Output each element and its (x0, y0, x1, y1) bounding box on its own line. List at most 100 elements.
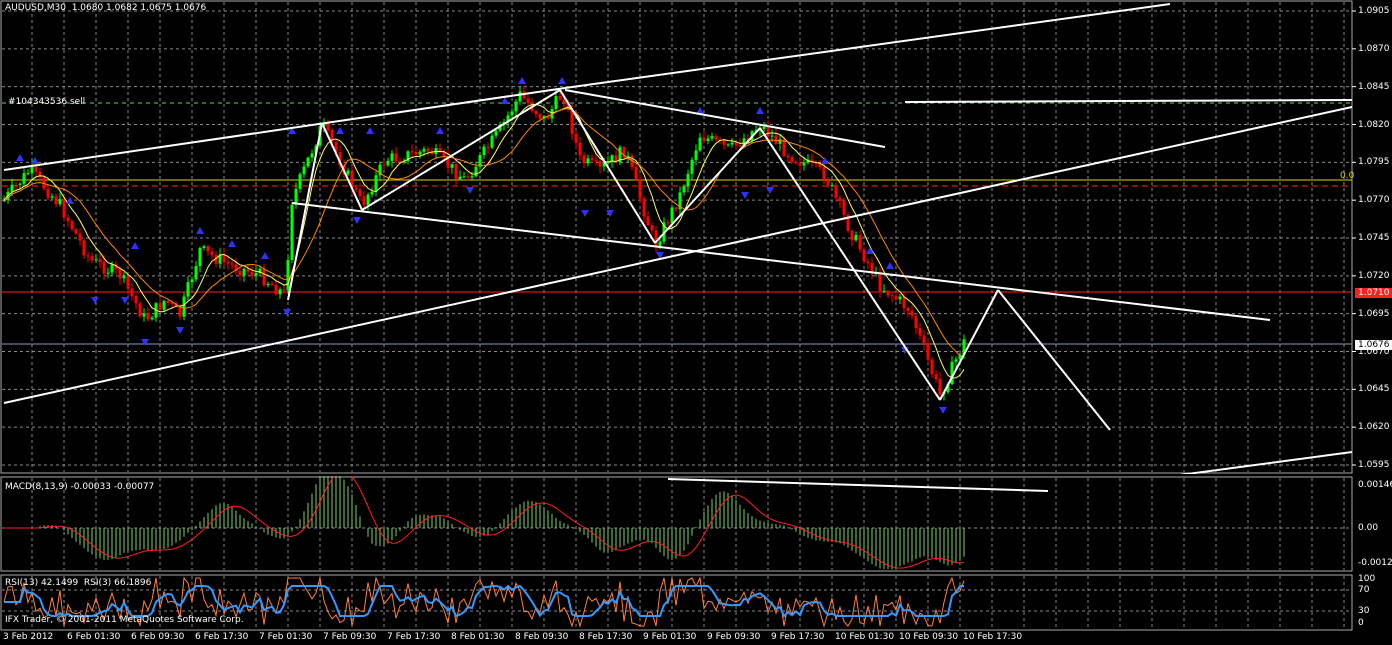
candle-body (718, 139, 722, 141)
price-axis-label: 1.0905 (1358, 6, 1390, 16)
candle-body (346, 170, 350, 175)
price-axis-label: 1.0745 (1358, 233, 1390, 243)
time-axis-label: 10 Feb 17:30 (963, 632, 1023, 642)
candle-body (754, 130, 758, 132)
trend-line (3, 106, 1353, 404)
price-axis-label: 1.0770 (1358, 195, 1390, 206)
candle-body (246, 268, 250, 272)
candle-body (134, 295, 138, 304)
candle-body (210, 251, 214, 256)
candle-body (86, 255, 90, 257)
candle-body (454, 164, 458, 180)
candle-body (238, 271, 242, 276)
price-axis-label: 1.0620 (1358, 422, 1390, 433)
candle-body (802, 162, 806, 166)
trend-line (667, 478, 1049, 492)
macd-signal-line (4, 476, 965, 569)
candle-body (770, 135, 774, 137)
candle-body (186, 282, 190, 297)
candle-body (790, 157, 794, 163)
candle-body (22, 173, 26, 184)
candle-body (682, 186, 686, 193)
trend-line (564, 89, 886, 148)
trend-line (997, 289, 1111, 431)
trend-line (559, 89, 656, 244)
time-axis-label: 9 Feb 01:30 (643, 632, 697, 642)
candle-body (50, 196, 54, 198)
candle-body (722, 140, 726, 145)
fractal-down-icon (939, 407, 947, 414)
rsi-header: RSI(13) 42.1499 RSI(3) 66.1896 (5, 578, 152, 588)
fib-level-label: 0.0 (1340, 171, 1355, 181)
time-axis-label: 6 Feb 01:30 (67, 632, 121, 642)
fractal-up-icon (436, 127, 444, 134)
candle-body (914, 315, 918, 328)
candle-body (130, 288, 134, 296)
candle-body (322, 123, 326, 127)
candle-body (650, 225, 654, 231)
candle-body (810, 159, 814, 163)
candle-body (786, 155, 790, 158)
candle-body (242, 268, 246, 276)
candle-body (578, 142, 582, 156)
candle-body (178, 305, 182, 317)
candle-body (70, 221, 74, 230)
candle-body (26, 173, 30, 175)
current-price-tag: 1.0676 (1355, 340, 1392, 350)
macd-pane[interactable]: MACD(8,13,9) -0.00033 -0.00077 0.00146 0… (0, 476, 1392, 572)
rsi-pane[interactable]: RSI(13) 42.1499 RSI(3) 66.1896 IFX Trade… (0, 574, 1392, 631)
candle-body (954, 359, 958, 362)
fractal-up-icon (228, 240, 236, 247)
candle-body (422, 148, 426, 152)
candle-body (450, 164, 454, 168)
price-axis-label: 1.0820 (1358, 119, 1390, 130)
candle-body (862, 249, 866, 262)
candle-body (898, 296, 902, 300)
candle-body (762, 126, 766, 130)
fractal-down-icon (606, 210, 614, 217)
candle-body (430, 151, 434, 154)
candle-body (278, 289, 282, 295)
trend-line (291, 202, 1271, 321)
order-label[interactable]: #104343536 sell (8, 97, 86, 107)
candle-body (934, 374, 938, 380)
slow-ma-line (3, 108, 965, 358)
candle-body (778, 139, 782, 144)
trend-line (1179, 451, 1353, 474)
candle-body (58, 199, 62, 205)
candle-body (554, 96, 558, 110)
fractal-up-icon (336, 127, 344, 134)
candle-body (646, 216, 650, 226)
candle-body (426, 148, 430, 152)
time-axis-label: 8 Feb 01:30 (451, 632, 505, 642)
candle-body (18, 183, 22, 185)
candle-body (146, 313, 150, 320)
candle-body (494, 130, 498, 136)
macd-y-label: -0.00122 (1358, 558, 1392, 568)
price-chart-pane[interactable]: AUDUSD,M30 1.0680 1.0682 1.0675 1.0676 #… (0, 0, 1392, 474)
fractal-up-icon (261, 252, 269, 259)
fractal-down-icon (741, 192, 749, 199)
candle-body (170, 302, 174, 304)
price-axis-label: 1.0595 (1358, 460, 1390, 470)
candle-body (90, 256, 94, 261)
candle-body (634, 166, 638, 180)
candle-body (894, 296, 898, 300)
fractal-up-icon (696, 107, 704, 114)
candle-body (262, 268, 266, 286)
fractal-down-icon (656, 252, 664, 259)
candle-body (746, 138, 750, 141)
candle-body (514, 101, 518, 112)
time-axis-label: 7 Feb 01:30 (259, 632, 313, 642)
candle-body (890, 295, 894, 297)
candle-body (674, 207, 678, 210)
candle-body (446, 156, 450, 168)
fast-ma-line (3, 103, 965, 379)
candle-body (270, 283, 274, 285)
candle-body (74, 229, 78, 234)
candle-body (438, 148, 442, 152)
candle-body (526, 98, 530, 103)
candle-body (14, 184, 18, 186)
candle-body (774, 135, 778, 144)
candle-body (106, 272, 110, 274)
